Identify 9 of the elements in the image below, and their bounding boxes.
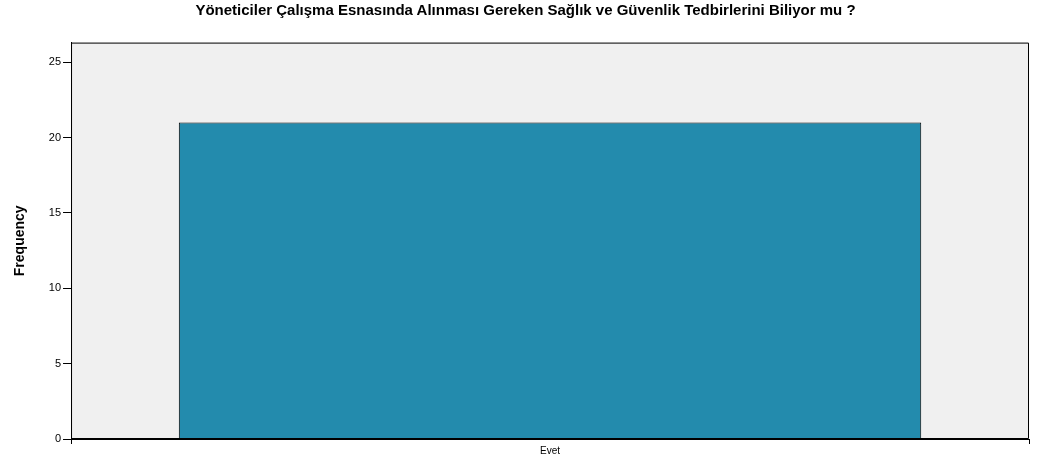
x-tick-label: Evet [540, 444, 561, 456]
y-tick-label: 5 [54, 356, 62, 369]
y-tick-label: 15 [48, 205, 62, 218]
chart-title: Yöneticiler Çalışma Esnasında Alınması Gereken Sağlık ve Güvenlik Tedbirlerini Biliyor mu ? [194, 1, 857, 20]
y-tick-label: 10 [48, 281, 62, 294]
y-axis-title: Frequency [11, 205, 28, 277]
y-tick-label: 25 [48, 55, 62, 68]
y-tick-label: 0 [54, 432, 62, 445]
y-tick-label: 20 [48, 130, 62, 143]
